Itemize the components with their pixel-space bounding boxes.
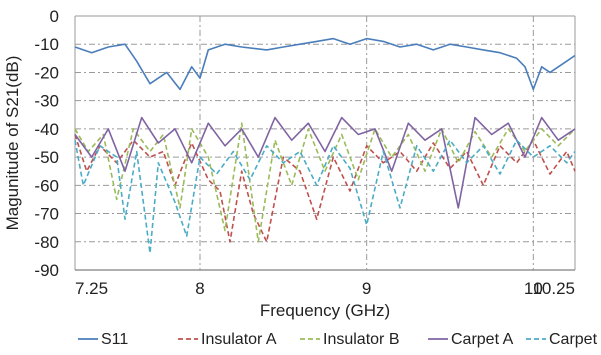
x-axis-title: Frequency (GHz) [260, 301, 390, 320]
y-tick-label-5: -50 [34, 148, 59, 167]
y-tick-labels: 0 -10 -20 -30 -40 -50 -60 -70 -80 -90 [34, 7, 59, 280]
grid-lines [75, 16, 575, 271]
x-tick-label-2: 9 [362, 279, 371, 298]
y-tick-label-8: -80 [34, 233, 59, 252]
series-layer [74, 37, 576, 254]
y-tick-label-2: -20 [34, 63, 59, 82]
plot-frame [74, 15, 576, 271]
series-line-insulator-a [74, 134, 576, 243]
y-tick-label-6: -60 [34, 176, 59, 195]
series-line-carpet-b [74, 139, 576, 254]
x-tick-label-0: 7.25 [75, 279, 108, 298]
y-tick-label-3: -30 [34, 92, 59, 111]
legend-label-1: Insulator A [201, 331, 277, 348]
legend-label-0: S11 [101, 331, 128, 348]
series-line-s11 [74, 37, 576, 91]
y-tick-label-1: -10 [34, 35, 59, 54]
legend-label-4: Carpet B [549, 331, 601, 348]
y-tick-label-0: 0 [50, 7, 59, 26]
x-tick-label-1: 8 [195, 279, 204, 298]
legend-label-3: Carpet A [451, 331, 514, 348]
legend-label-2: Insulator B [323, 331, 399, 348]
y-axis-title: Magunitude of S21(dB) [3, 56, 22, 231]
y-tick-label-7: -70 [34, 205, 59, 224]
y-tick-label-9: -90 [34, 261, 59, 280]
series-line-insulator-b [74, 122, 576, 243]
x-tick-label-4: 10.25 [532, 279, 575, 298]
series-line-carpet-a [74, 116, 576, 209]
x-tick-label-3: 10 [524, 279, 543, 298]
legend: S11 Insulator A Insulator B Carpet A Carpet … [78, 331, 601, 348]
y-tick-label-4: -40 [34, 120, 59, 139]
